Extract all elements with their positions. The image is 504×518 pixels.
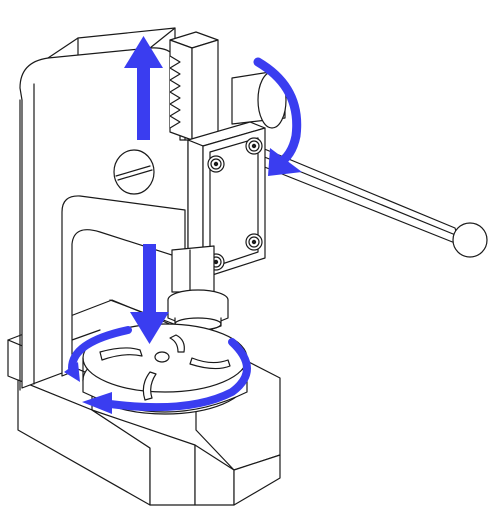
pinion-shaft xyxy=(231,71,287,129)
socket-screw xyxy=(245,233,263,251)
lever-handle xyxy=(261,147,488,258)
socket-screw xyxy=(207,155,225,173)
socket-screw xyxy=(245,137,263,155)
lever-rotation-arrow xyxy=(253,57,302,176)
die-plate-rotation-arrow xyxy=(64,326,251,414)
base xyxy=(7,299,281,506)
ram-up-arrow xyxy=(124,36,163,140)
rack xyxy=(169,31,219,141)
ram-down-arrow xyxy=(130,244,169,344)
socket-screws xyxy=(207,137,263,271)
